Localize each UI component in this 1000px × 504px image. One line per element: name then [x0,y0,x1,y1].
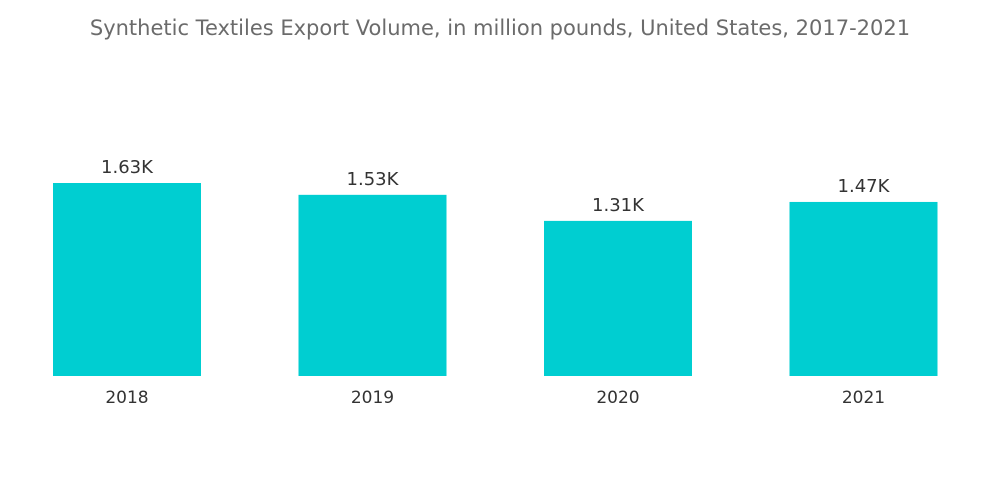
x-tick-label-2021: 2021 [842,388,885,408]
data-label-2019: 1.53K [347,169,400,190]
bars-group [53,183,938,376]
data-labels-group: 1.63K 1.53K 1.31K 1.47K [101,157,891,216]
x-tick-label-2020: 2020 [596,388,639,408]
data-label-2018: 1.63K [101,157,154,178]
bar-2021 [789,201,938,376]
bar-2018 [53,183,201,376]
data-label-2020: 1.31K [592,195,645,216]
chart-title: Synthetic Textiles Export Volume, in mil… [89,16,911,40]
x-tick-label-2019: 2019 [351,388,394,408]
data-label-2021: 1.47K [838,176,891,197]
x-tick-labels-group: 2018 2019 2020 2021 [105,388,885,408]
bar-2019 [298,194,447,376]
x-tick-label-2018: 2018 [105,388,148,408]
bar-2020 [544,220,692,376]
